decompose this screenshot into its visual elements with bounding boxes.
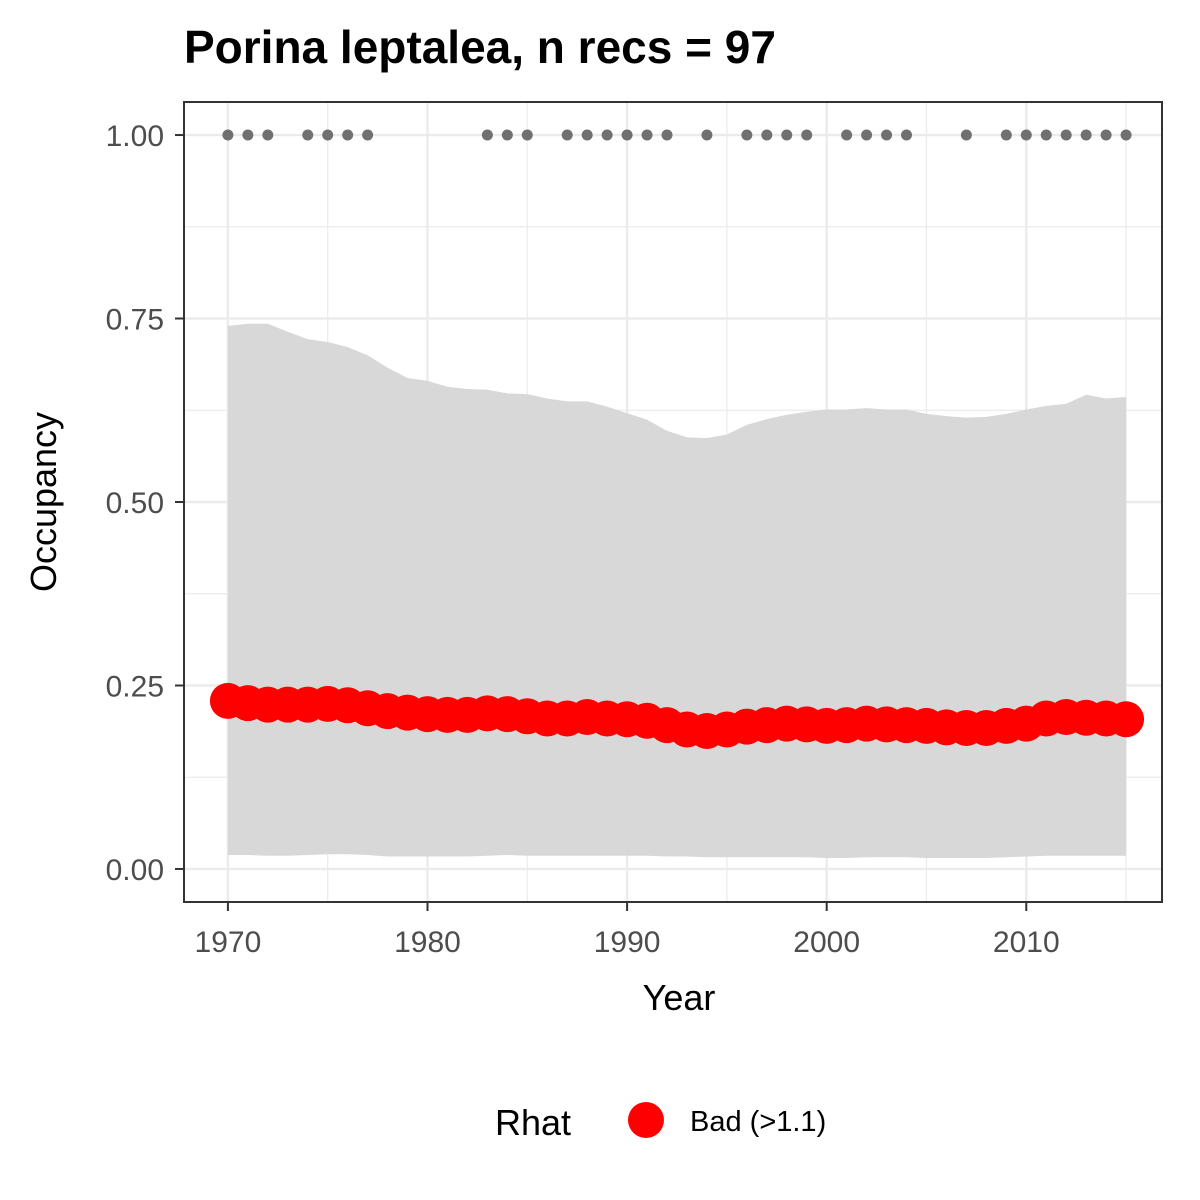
record-point bbox=[781, 129, 793, 141]
record-point bbox=[741, 129, 753, 141]
record-point bbox=[1080, 129, 1092, 141]
record-points bbox=[222, 129, 1132, 141]
mean-occupancy-points bbox=[209, 682, 1145, 749]
record-point bbox=[1060, 129, 1072, 141]
y-axis-ticks: 0.00 0.25 0.50 0.75 1.00 bbox=[106, 120, 184, 887]
record-point bbox=[641, 129, 653, 141]
x-tick-label: 2010 bbox=[993, 926, 1060, 959]
y-tick-label: 1.00 bbox=[106, 120, 164, 153]
record-point bbox=[1020, 129, 1032, 141]
record-point bbox=[501, 129, 513, 141]
record-point bbox=[521, 129, 533, 141]
record-point bbox=[581, 129, 593, 141]
record-point bbox=[481, 129, 493, 141]
x-tick-label: 1980 bbox=[394, 926, 461, 959]
x-tick-label: 1990 bbox=[594, 926, 661, 959]
record-point bbox=[222, 129, 234, 141]
y-tick-label: 0.50 bbox=[106, 487, 164, 520]
legend-title: Rhat bbox=[495, 1102, 571, 1143]
record-point bbox=[621, 129, 633, 141]
record-point bbox=[1000, 129, 1012, 141]
legend: Rhat Bad (>1.1) bbox=[495, 1102, 826, 1143]
record-point bbox=[322, 129, 334, 141]
record-point bbox=[801, 129, 813, 141]
record-point bbox=[1100, 129, 1112, 141]
x-tick-label: 2000 bbox=[793, 926, 860, 959]
record-point bbox=[960, 129, 972, 141]
record-point bbox=[1120, 129, 1132, 141]
y-tick-label: 0.75 bbox=[106, 304, 164, 337]
x-axis-title: Year bbox=[643, 977, 716, 1018]
chart-title: Porina leptalea, n recs = 97 bbox=[184, 21, 776, 73]
mean-occupancy-point bbox=[1108, 701, 1145, 738]
record-point bbox=[901, 129, 913, 141]
record-point bbox=[362, 129, 374, 141]
record-point bbox=[1040, 129, 1052, 141]
record-point bbox=[342, 129, 354, 141]
record-point bbox=[881, 129, 893, 141]
record-point bbox=[701, 129, 713, 141]
legend-key-bad bbox=[628, 1102, 664, 1138]
record-point bbox=[262, 129, 274, 141]
x-tick-label: 1970 bbox=[195, 926, 262, 959]
record-point bbox=[601, 129, 613, 141]
record-point bbox=[661, 129, 673, 141]
y-axis-title: Occupancy bbox=[23, 412, 64, 592]
legend-label-bad: Bad (>1.1) bbox=[690, 1106, 826, 1138]
record-point bbox=[841, 129, 853, 141]
record-point bbox=[761, 129, 773, 141]
x-axis-ticks: 1970 1980 1990 2000 2010 bbox=[195, 902, 1060, 959]
record-point bbox=[302, 129, 314, 141]
record-point bbox=[242, 129, 254, 141]
y-tick-label: 0.25 bbox=[106, 670, 164, 703]
record-point bbox=[561, 129, 573, 141]
record-point bbox=[861, 129, 873, 141]
y-tick-label: 0.00 bbox=[106, 854, 164, 887]
